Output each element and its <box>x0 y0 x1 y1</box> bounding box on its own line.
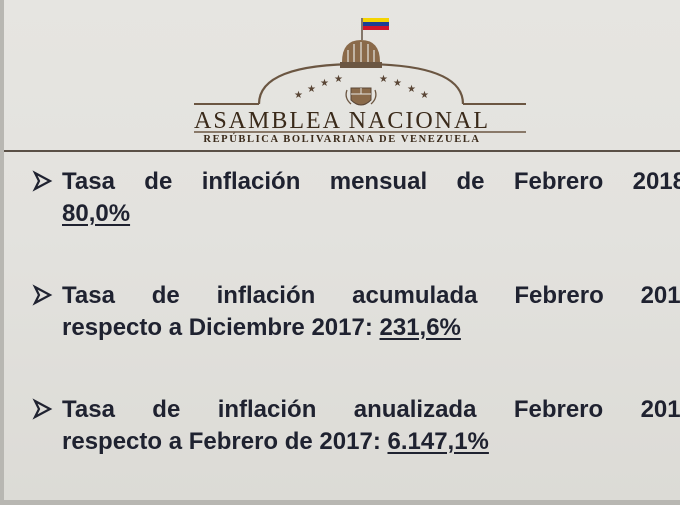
word: Tasa <box>62 168 115 195</box>
svg-text:★: ★ <box>294 90 303 101</box>
word: 2018 <box>640 282 680 309</box>
svg-text:★: ★ <box>393 78 402 89</box>
header-divider <box>4 150 680 152</box>
inflation-value: 6.147,1% <box>387 428 489 455</box>
bullet-text: Tasa de inflación anualizada Febrero 201… <box>62 394 680 458</box>
word: de <box>151 282 180 309</box>
bullet-line: 80,0% <box>62 198 680 230</box>
arrow-bullet-icon <box>32 398 53 420</box>
word: Tasa <box>62 282 115 309</box>
word: 2018 <box>640 396 680 423</box>
svg-text:★: ★ <box>407 84 416 95</box>
inflation-value: 231,6% <box>379 314 461 341</box>
word: Febrero <box>513 168 604 195</box>
word: de <box>456 168 485 195</box>
inflation-value: 80,0% <box>62 200 131 227</box>
word: de <box>144 168 173 195</box>
arrow-bullet-icon <box>32 170 53 192</box>
bullet-annualized-inflation: Tasa de inflación anualizada Febrero 201… <box>32 394 680 458</box>
slide: ★ ★ ★ ★ ★ ★ ★ ★ <box>4 0 680 500</box>
word: de <box>152 396 181 423</box>
svg-text:★: ★ <box>379 74 388 85</box>
word: Tasa <box>62 396 115 423</box>
national-assembly-emblem-icon: ★ ★ ★ ★ ★ ★ ★ ★ <box>194 18 526 133</box>
word: anualizada <box>353 396 477 423</box>
word: Febrero <box>514 282 604 309</box>
word: acumulada <box>352 282 478 309</box>
bullet-accumulated-inflation: Tasa de inflación acumulada Febrero 2018… <box>32 280 680 344</box>
svg-text:★: ★ <box>334 74 343 85</box>
bullet-text: Tasa de inflación mensual de Febrero 201… <box>62 166 680 230</box>
bullet-line: Tasa de inflación anualizada Febrero 201… <box>62 394 680 426</box>
word: inflación <box>201 168 301 195</box>
word: Febrero <box>513 396 604 423</box>
bullet-monthly-inflation: Tasa de inflación mensual de Febrero 201… <box>32 166 680 230</box>
institution-name: ASAMBLEA NACIONAL <box>193 108 490 134</box>
word: inflación <box>216 282 316 309</box>
svg-text:★: ★ <box>320 78 329 89</box>
bullet-text: Tasa de inflación acumulada Febrero 2018… <box>62 280 680 344</box>
bullet-prefix: respecto a Febrero de 2017: <box>62 428 388 455</box>
bullet-line: respecto a Febrero de 2017: 6.147,1% <box>62 426 680 458</box>
word: mensual <box>329 168 428 195</box>
bullet-prefix: respecto a Diciembre 2017: <box>62 314 380 341</box>
bullet-line: respecto a Diciembre 2017: 231,6% <box>62 312 680 344</box>
bullet-line: Tasa de inflación acumulada Febrero 2018 <box>62 280 680 312</box>
word: inflación <box>217 396 317 423</box>
institution-subtitle: REPÚBLICA BOLIVARIANA DE VENEZUELA <box>203 134 481 145</box>
word: 2018: <box>632 168 680 195</box>
svg-text:★: ★ <box>307 84 316 95</box>
svg-text:★: ★ <box>420 90 429 101</box>
arrow-bullet-icon <box>32 284 53 306</box>
header: ★ ★ ★ ★ ★ ★ ★ ★ <box>4 0 680 150</box>
bullet-line: Tasa de inflación mensual de Febrero 201… <box>62 166 680 198</box>
